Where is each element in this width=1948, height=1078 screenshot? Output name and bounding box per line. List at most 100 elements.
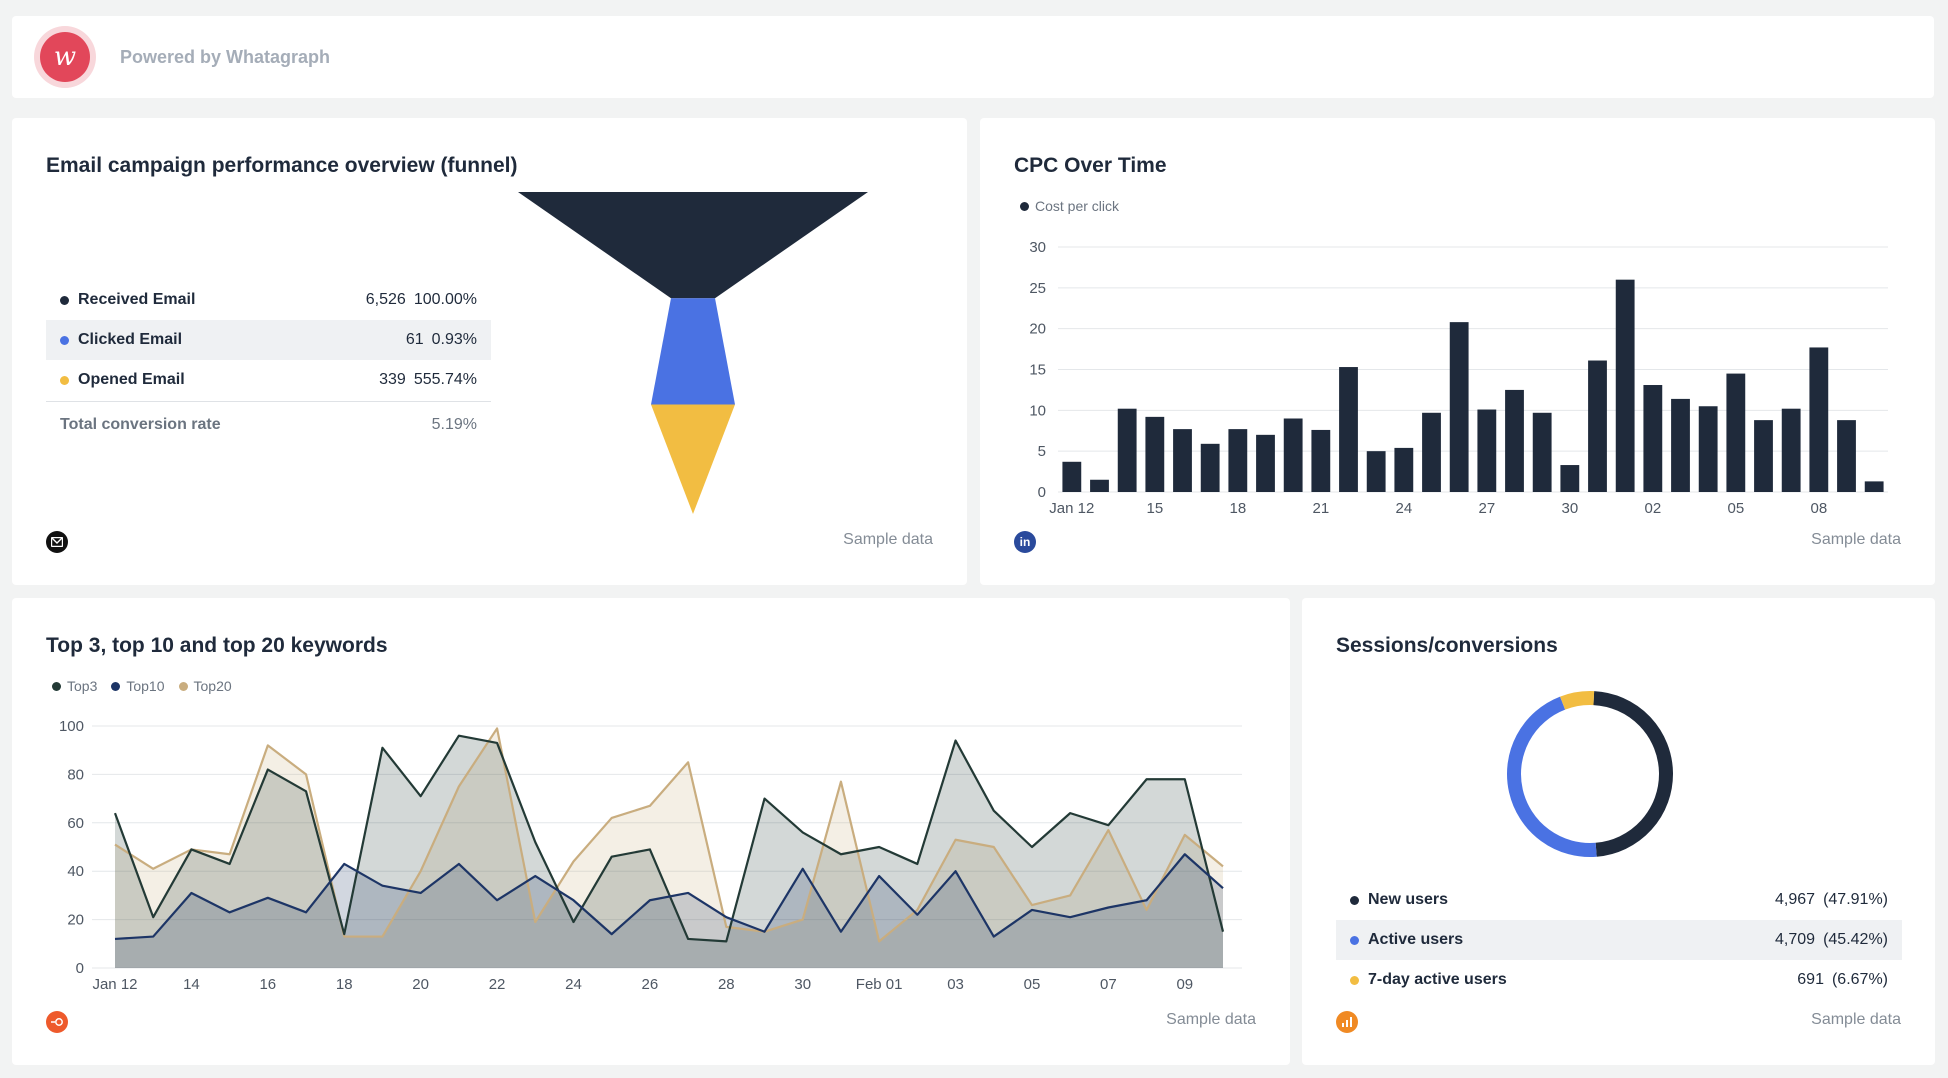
x-tick-label: Feb 01 (856, 976, 903, 993)
cpc-bar (1560, 465, 1580, 492)
x-tick-label: 05 (1727, 500, 1744, 517)
cpc-card-title: CPC Over Time (1014, 154, 1167, 177)
cpc-bar (1726, 373, 1746, 492)
cpc-bar (1090, 479, 1109, 492)
x-tick-label: 30 (794, 976, 811, 993)
funnel-row-label: Clicked Email (78, 331, 183, 348)
legend-dot (1350, 975, 1359, 985)
keywords-area-chart: 0 20 40 60 80 100 Jan 12 14 16 18 20 22 24 26 28 30 Feb … (59, 718, 1242, 993)
y-tick-label: 100 (59, 718, 84, 735)
funnel-row-percent: 555.74% (413, 371, 477, 388)
legend-label: Cost per click (1035, 198, 1120, 214)
y-tick-label: 60 (67, 815, 84, 832)
cpc-bar (1394, 447, 1414, 492)
funnel-row-received: Received Email 6,526 100.00% (46, 280, 491, 320)
funnel-row-value: 61 (405, 331, 424, 348)
series-line-top3 (113, 734, 1225, 943)
cpc-bar (1615, 279, 1635, 492)
cpc-bar (1588, 360, 1607, 492)
x-tick-label: 24 (1395, 500, 1412, 517)
keywords-card: Top 3, top 10 and top 20 keywords Top3 T… (12, 598, 1290, 1065)
cpc-bar (1062, 461, 1082, 492)
sample-data-label: Sample data (1811, 1011, 1901, 1028)
whatagraph-logo[interactable]: w (34, 26, 96, 88)
x-tick-label: 24 (565, 976, 582, 993)
funnel-total-row: Total conversion rate 5.19% (46, 403, 491, 447)
funnel-segment (651, 404, 735, 514)
cpc-bar (1671, 398, 1690, 492)
total-conversion-label: Total conversion rate (60, 416, 221, 433)
cpc-bar (1228, 429, 1248, 492)
cpc-bar (1809, 347, 1829, 492)
sessions-row-value: 4,967 (1775, 891, 1816, 908)
cpc-bar (1283, 418, 1303, 492)
funnel-segment (518, 192, 868, 299)
cpc-bar (1173, 429, 1192, 492)
sessions-donut-chart (1507, 691, 1673, 857)
cpc-legend: Cost per click (1020, 198, 1119, 214)
sessions-row-new-users: New users 4,967 (47.91%) (1336, 880, 1902, 920)
cpc-bar (1477, 409, 1497, 492)
sessions-row-percent: (6.67%) (1831, 971, 1888, 988)
total-conversion-value: 5.19% (431, 416, 477, 433)
x-tick-label: 05 (1024, 976, 1041, 993)
legend-dot (60, 335, 69, 345)
sessions-row-value: 4,709 (1775, 931, 1816, 948)
y-tick-label: 25 (1029, 280, 1046, 297)
powered-by-text: Powered by Whatagraph (120, 47, 331, 67)
y-tick-label: 80 (67, 766, 84, 783)
y-tick-label: 20 (1029, 321, 1046, 338)
funnel-chart (518, 192, 868, 514)
cpc-bar (1117, 408, 1137, 492)
funnel-row-label: Received Email (78, 291, 196, 308)
funnel-card: Email campaign performance overview (fun… (12, 118, 967, 585)
x-tick-label: 27 (1478, 500, 1495, 517)
series-line-top10 (114, 853, 1224, 941)
semrush-source-icon (46, 1011, 68, 1033)
area-fill-top3 (115, 735, 1223, 968)
legend-item-top20: Top20 (178, 678, 232, 694)
cpc-bar (1754, 420, 1773, 492)
cpc-bar (1864, 481, 1884, 492)
funnel-segment (651, 298, 735, 405)
x-tick-label: 30 (1561, 500, 1578, 517)
x-tick-label: 09 (1176, 976, 1193, 993)
cpc-bar (1311, 429, 1331, 492)
x-tick-label: 02 (1644, 500, 1661, 517)
funnel-row-percent: 0.93% (431, 331, 477, 348)
legend-dot (52, 681, 61, 691)
x-tick-label: Jan 12 (92, 976, 137, 993)
cpc-card: CPC Over Time Cost per click 0 5 10 15 20 25 3… (980, 118, 1935, 585)
donut-slice (1593, 691, 1673, 857)
cpc-bar (1366, 451, 1386, 492)
sample-data-label: Sample data (843, 531, 933, 548)
sessions-card: Sessions/conversions New users 4,967 (47… (1302, 598, 1935, 1065)
funnel-legend-table: Received Email 6,526 100.00% Clicked Ema… (46, 280, 491, 447)
legend-dot (1020, 201, 1029, 211)
funnel-row-label: Opened Email (78, 371, 185, 388)
x-tick-label: Jan 12 (1049, 500, 1094, 517)
y-tick-label: 5 (1038, 443, 1046, 460)
sessions-row-percent: (45.42%) (1823, 931, 1888, 948)
cpc-bar (1698, 406, 1718, 492)
funnel-row-value: 6,526 (365, 291, 406, 308)
legend-dot (1350, 895, 1359, 905)
donut-slice (1560, 691, 1595, 710)
sessions-legend-table: New users 4,967 (47.91%) Active users 4,… (1336, 880, 1902, 1000)
legend-label: Top10 (126, 678, 165, 694)
legend-dot (178, 681, 188, 691)
legend-dot (1350, 935, 1359, 945)
y-tick-label: 15 (1029, 362, 1046, 379)
sessions-row-7day-users: 7-day active users 691 (6.67%) (1336, 960, 1902, 1000)
linkedin-source-icon: in (1014, 531, 1036, 553)
legend-dot (111, 681, 121, 691)
sessions-row-label: 7-day active users (1368, 971, 1507, 988)
x-tick-label: 18 (336, 976, 353, 993)
x-tick-label: 15 (1146, 500, 1163, 517)
area-fill-top20 (115, 728, 1223, 968)
cpc-bar (1781, 408, 1801, 492)
cpc-bar (1145, 416, 1165, 492)
x-tick-label: 16 (259, 976, 276, 993)
cpc-bar (1200, 443, 1220, 492)
cpc-bar (1422, 412, 1441, 492)
